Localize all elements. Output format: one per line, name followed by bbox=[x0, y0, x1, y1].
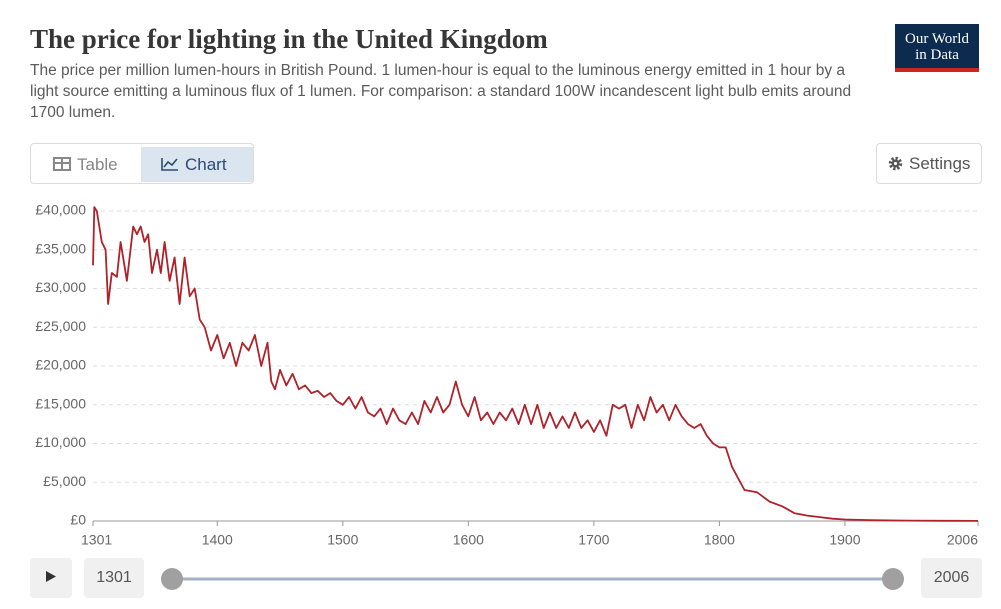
tab-label: Table bbox=[77, 155, 118, 174]
x-tick-label: 1301 bbox=[81, 532, 112, 548]
chart-subtitle: The price per million lumen-hours in Bri… bbox=[30, 62, 852, 121]
timeline-handle[interactable] bbox=[882, 568, 904, 590]
settings-label: Settings bbox=[909, 154, 971, 173]
timeline-handle[interactable] bbox=[161, 568, 183, 590]
y-tick-label: £15,000 bbox=[35, 395, 86, 411]
timeline-end[interactable]: 2006 bbox=[921, 558, 982, 598]
play-icon bbox=[46, 571, 56, 582]
y-tick-label: £20,000 bbox=[35, 357, 86, 373]
logo-text: in Data bbox=[915, 47, 959, 63]
x-tick-label: 1700 bbox=[578, 532, 609, 548]
y-tick-label: £25,000 bbox=[35, 318, 86, 334]
tab-group: Table Chart bbox=[30, 143, 254, 184]
x-tick-label: 1600 bbox=[453, 532, 484, 548]
tab[interactable]: Table bbox=[53, 147, 118, 182]
x-tick-label: 1500 bbox=[327, 532, 358, 548]
chart-icon bbox=[161, 158, 178, 171]
x-tick-label: 1400 bbox=[202, 532, 233, 548]
y-tick-label: £5,000 bbox=[43, 473, 86, 489]
chart-title: The price for lighting in the United Kin… bbox=[30, 24, 548, 54]
timeline-start[interactable]: 1301 bbox=[84, 558, 144, 598]
table-icon bbox=[53, 157, 71, 171]
x-tick-label: 1800 bbox=[704, 532, 735, 548]
y-tick-label: £10,000 bbox=[35, 434, 86, 450]
tab[interactable]: Chart bbox=[141, 147, 253, 182]
logo[interactable]: Our World in Data bbox=[895, 24, 979, 72]
play-button[interactable] bbox=[30, 558, 72, 598]
x-tick-label: 2006 bbox=[947, 532, 978, 548]
logo-text: Our World bbox=[905, 31, 969, 47]
tab-label: Chart bbox=[185, 155, 227, 174]
y-tick-label: £35,000 bbox=[35, 240, 86, 256]
y-tick-label: £40,000 bbox=[35, 202, 86, 218]
y-tick-label: £0 bbox=[70, 512, 86, 528]
settings-button[interactable]: Settings bbox=[876, 143, 982, 184]
y-tick-label: £30,000 bbox=[35, 279, 86, 295]
line bbox=[92, 206, 979, 522]
gear-icon bbox=[888, 156, 903, 171]
x-tick-label: 1900 bbox=[829, 532, 860, 548]
